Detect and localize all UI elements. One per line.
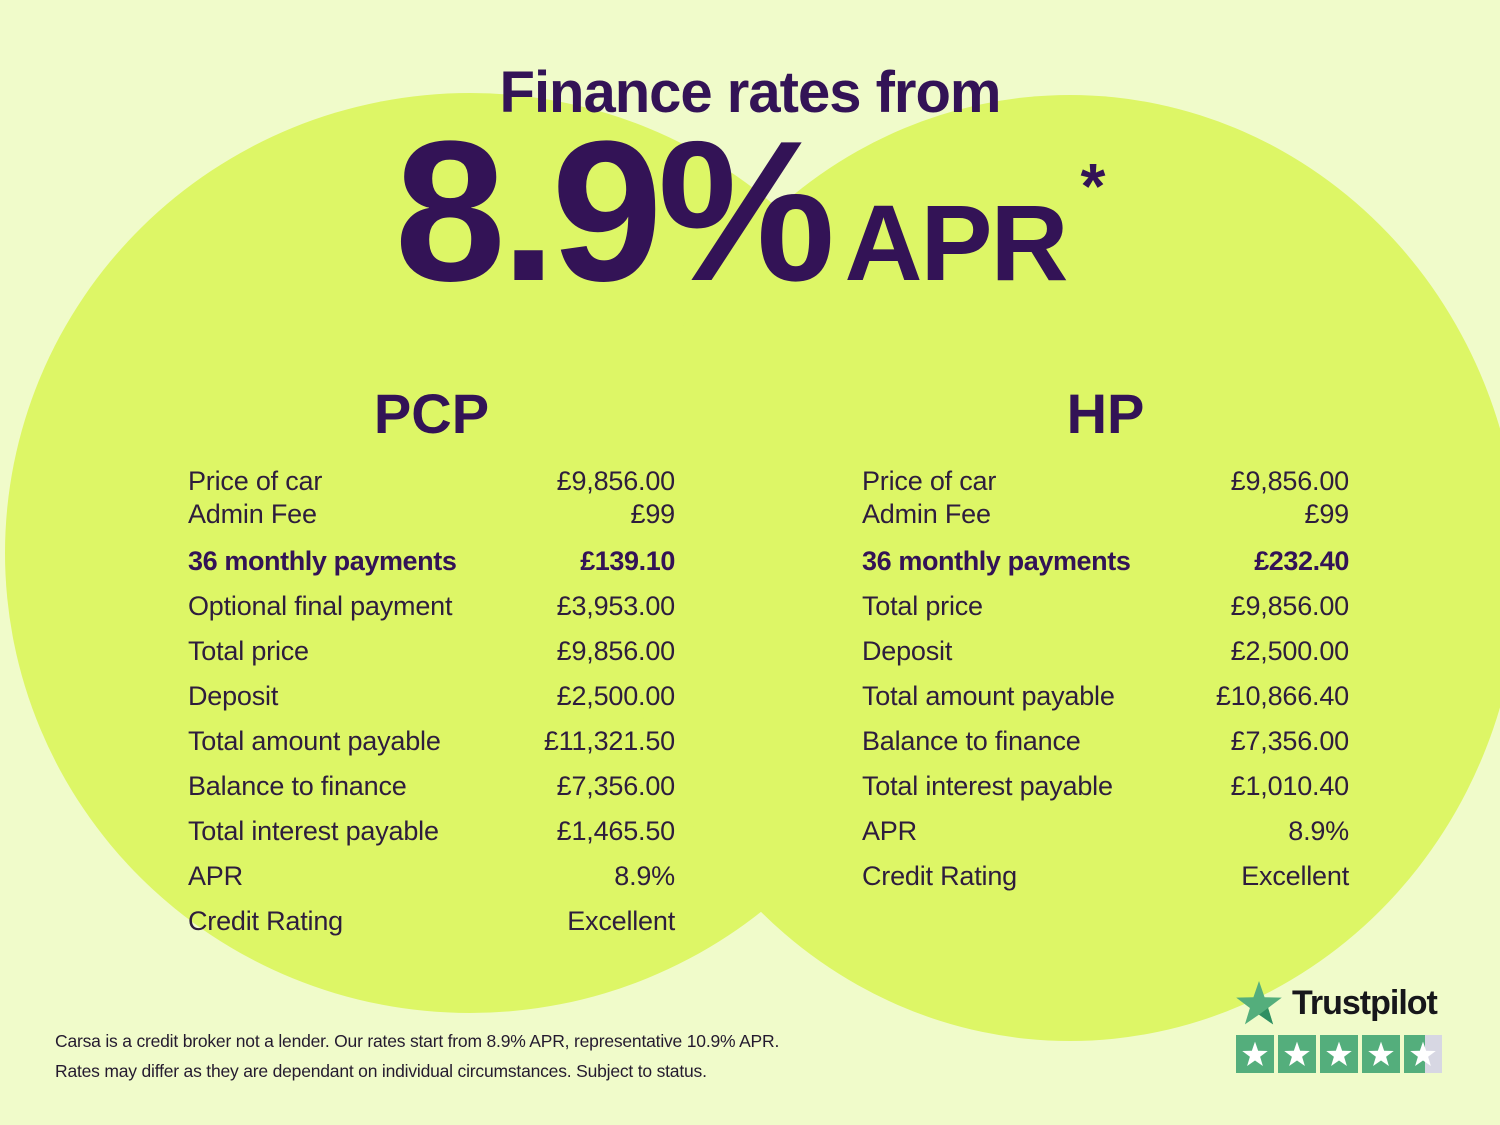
table-row: Total amount payable £11,321.50 (188, 719, 675, 764)
trustpilot-wordmark: Trustpilot (1292, 983, 1438, 1022)
row-label: APR (188, 861, 243, 891)
row-value: £9,856.00 (556, 466, 676, 496)
row-value: £99 (630, 499, 676, 529)
table-row: Price of car £9,856.00 (862, 465, 1349, 498)
row-label: Deposit (188, 681, 279, 711)
pcp-table: Price of car £9,856.00 Admin Fee £99 36 mont… (188, 465, 675, 944)
disclaimer-line-2: Rates may differ as they are dependant o… (55, 1061, 707, 1081)
trustpilot-rating (1236, 1035, 1442, 1073)
table-row: Balance to finance £7,356.00 (188, 764, 675, 809)
row-value: £3,953.00 (556, 591, 676, 621)
row-label: Total amount payable (188, 726, 441, 756)
trustpilot-star-icon (1236, 981, 1282, 1025)
row-label: Total price (188, 636, 309, 666)
row-label: Credit Rating (188, 906, 343, 936)
table-row: Credit Rating Excellent (188, 899, 675, 944)
headline-rate-value: 8.9% (394, 100, 836, 323)
table-row: 36 monthly payments £232.40 (862, 539, 1349, 584)
star-icon (1284, 1041, 1310, 1066)
headline-apr-label: APR (844, 182, 1068, 303)
row-value: £2,500.00 (556, 681, 676, 711)
table-row: Total price £9,856.00 (862, 584, 1349, 629)
table-row: Admin Fee £99 (188, 498, 675, 531)
row-value: £139.10 (580, 546, 675, 576)
row-label: 36 monthly payments (862, 546, 1131, 576)
table-row: Total amount payable £10,866.40 (862, 674, 1349, 719)
row-label: Deposit (862, 636, 953, 666)
row-label: Balance to finance (862, 726, 1081, 756)
star-icon (1368, 1041, 1394, 1066)
row-label: Total interest payable (862, 771, 1113, 801)
row-value: £1,465.50 (556, 816, 676, 846)
rating-star-box (1320, 1035, 1358, 1073)
row-value: £7,356.00 (1230, 726, 1350, 756)
row-value: £99 (1304, 499, 1350, 529)
row-value: £7,356.00 (556, 771, 676, 801)
table-row: Deposit £2,500.00 (862, 629, 1349, 674)
trustpilot-widget: Trustpilot (1234, 978, 1442, 1073)
rating-star-box (1278, 1035, 1316, 1073)
star-icon (1410, 1041, 1436, 1066)
table-row: 36 monthly payments £139.10 (188, 539, 675, 584)
pcp-heading: PCP (373, 382, 490, 445)
row-value: Excellent (567, 906, 675, 936)
star-icon (1242, 1041, 1268, 1066)
table-row: Optional final payment £3,953.00 (188, 584, 675, 629)
row-label: Price of car (188, 466, 323, 496)
table-row: Total price £9,856.00 (188, 629, 675, 674)
row-value: £9,856.00 (1230, 466, 1350, 496)
row-label: Price of car (862, 466, 997, 496)
page-title: Finance rates from (499, 60, 1002, 125)
table-row: Price of car £9,856.00 (188, 465, 675, 498)
disclaimer-line-1: Carsa is a credit broker not a lender. O… (55, 1031, 780, 1051)
row-label: 36 monthly payments (188, 546, 457, 576)
table-row: Admin Fee £99 (862, 498, 1349, 531)
row-label: Balance to finance (188, 771, 407, 801)
row-label: Credit Rating (862, 861, 1017, 891)
row-value: 8.9% (614, 861, 675, 891)
row-label: Admin Fee (188, 499, 317, 529)
disclaimer-text: Carsa is a credit broker not a lender. O… (55, 1026, 875, 1086)
headline-asterisk: * (1080, 150, 1106, 222)
row-value: 8.9% (1288, 816, 1349, 846)
row-label: Total interest payable (188, 816, 439, 846)
row-label: Optional final payment (188, 591, 453, 621)
trustpilot-logo: Trustpilot (1234, 978, 1442, 1028)
row-value: £11,321.50 (543, 726, 675, 756)
rating-star-box (1362, 1035, 1400, 1073)
rating-star-box (1236, 1035, 1274, 1073)
row-value: Excellent (1241, 861, 1349, 891)
table-row: APR 8.9% (862, 809, 1349, 854)
row-value: £9,856.00 (556, 636, 676, 666)
row-value: £1,010.40 (1230, 771, 1350, 801)
row-value: £9,856.00 (1230, 591, 1350, 621)
table-row: Deposit £2,500.00 (188, 674, 675, 719)
row-label: Admin Fee (862, 499, 991, 529)
background-circle-right (620, 95, 1500, 1041)
rating-star-box (1404, 1035, 1442, 1073)
row-value: £10,866.40 (1215, 681, 1349, 711)
table-row: Balance to finance £7,356.00 (862, 719, 1349, 764)
table-row: Credit Rating Excellent (862, 854, 1349, 899)
hp-heading: HP (1066, 382, 1145, 445)
table-row: Total interest payable £1,465.50 (188, 809, 675, 854)
hp-table: Price of car £9,856.00 Admin Fee £99 36 mont… (862, 465, 1349, 899)
table-row: APR 8.9% (188, 854, 675, 899)
row-label: Total price (862, 591, 983, 621)
row-value: £232.40 (1254, 546, 1349, 576)
table-row: Total interest payable £1,010.40 (862, 764, 1349, 809)
headline-rate: 8.9% APR * (0, 112, 1500, 312)
row-label: Total amount payable (862, 681, 1115, 711)
row-label: APR (862, 816, 917, 846)
row-value: £2,500.00 (1230, 636, 1350, 666)
star-icon (1326, 1041, 1352, 1066)
